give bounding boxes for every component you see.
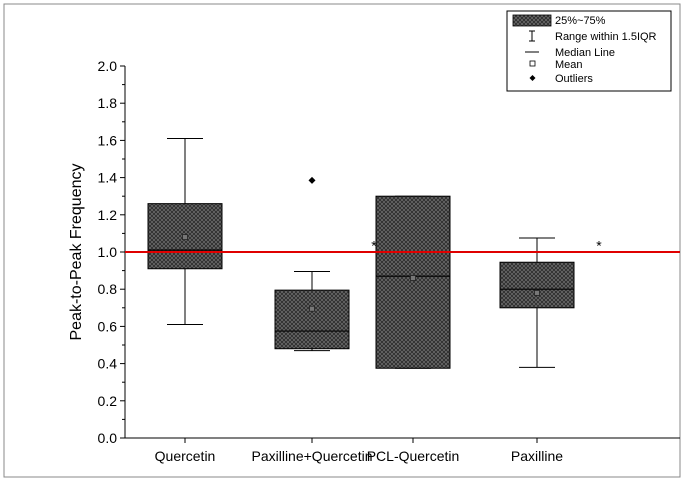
legend-entry-outliers: Outliers <box>555 73 593 85</box>
mean-marker <box>182 234 188 241</box>
y-tick-label: 0.6 <box>98 318 118 334</box>
significance-marker: * <box>596 238 602 254</box>
mean-marker <box>534 290 540 296</box>
outlier-marker <box>308 176 316 184</box>
mean-marker <box>309 305 315 312</box>
x-tick-label: PCL-Quercetin <box>367 448 460 464</box>
legend-outlier-icon <box>529 75 536 81</box>
y-tick-label: 0.0 <box>98 430 118 446</box>
iqr-box <box>274 289 350 350</box>
box-paxilline: * <box>499 237 602 368</box>
figure-border <box>3 3 681 478</box>
y-tick-label: 1.4 <box>98 170 118 186</box>
legend-entry-range: Range within 1.5IQR <box>555 31 657 43</box>
y-tick-label: 0.2 <box>98 393 118 409</box>
box-paxilline-quercetin: * <box>274 176 377 352</box>
box-series: * * <box>147 138 602 369</box>
y-tick-label: 1.8 <box>98 95 118 111</box>
legend-entry-box: 25%~75% <box>555 15 606 27</box>
legend-mean-icon <box>529 60 536 67</box>
y-tick-label: 1.0 <box>98 244 118 260</box>
iqr-box <box>375 195 451 369</box>
legend-box-swatch <box>512 14 552 27</box>
x-tick-label: Paxilline+Quercetin <box>251 448 372 464</box>
box-pcl-quercetin <box>375 195 451 369</box>
mean-marker <box>410 275 416 281</box>
y-tick-label: 0.8 <box>98 281 118 297</box>
x-axis-ticks: Quercetin Paxilline+QuercetinPCL-Querceti… <box>155 438 563 464</box>
x-tick-label: Quercetin <box>155 448 216 464</box>
y-axis-ticks: 0.0 0.2 0.4 0.6 0.8 1.0 1.2 1.4 1.6 1.8 2.0 <box>98 58 125 446</box>
legend-whisker-icon <box>529 30 535 42</box>
legend: 25%~75% Range within 1.5IQR Median Line … <box>506 10 672 92</box>
y-tick-label: 2.0 <box>98 58 118 74</box>
y-tick-label: 1.2 <box>98 207 118 223</box>
y-tick-label: 1.6 <box>98 132 118 148</box>
legend-entry-median: Median Line <box>555 47 615 59</box>
box-quercetin <box>147 138 223 326</box>
y-axis-label: Peak-to-Peak Frequency <box>68 164 85 341</box>
y-tick-label: 0.4 <box>98 356 118 372</box>
legend-entry-mean: Mean <box>555 59 583 71</box>
significance-marker: * <box>371 238 377 254</box>
x-tick-label: Paxilline <box>511 448 563 464</box>
iqr-box <box>499 261 575 309</box>
